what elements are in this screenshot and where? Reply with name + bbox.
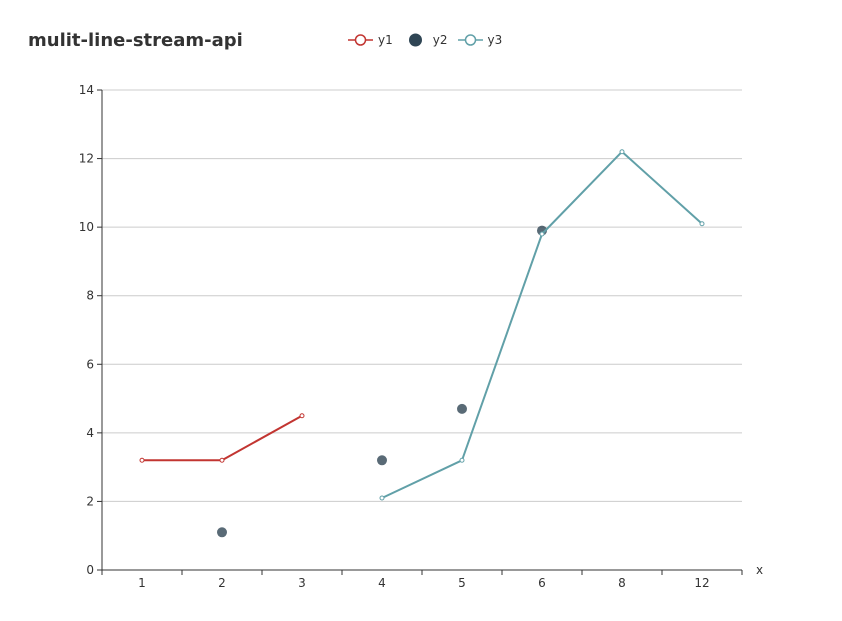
legend-label-y2: y2 (432, 33, 448, 47)
series-y3-point (699, 221, 705, 227)
legend-item-y1[interactable]: y1 (348, 33, 393, 47)
y-tick-label: 2 (86, 494, 94, 508)
y-tick-label: 0 (86, 563, 94, 577)
y-tick-label: 10 (79, 220, 94, 234)
legend-line-circle-icon (457, 34, 483, 46)
legend: y1 y2 y3 (348, 33, 512, 47)
series-y3-point (379, 495, 385, 501)
x-tick-label: 5 (458, 576, 466, 590)
x-tick-label: 12 (694, 576, 709, 590)
y-tick-label: 12 (79, 152, 94, 166)
x-tick-label: 3 (298, 576, 306, 590)
series-y2-point (377, 455, 387, 466)
x-tick-label: 2 (218, 576, 226, 590)
legend-label-y1: y1 (378, 33, 393, 47)
legend-filled-circle-icon (408, 33, 422, 47)
legend-line-circle-icon (348, 34, 373, 46)
series-y1-point (299, 413, 305, 419)
series-y2-point (537, 225, 547, 236)
chart-title: mulit-line-stream-api (28, 30, 243, 51)
series-y2-point (457, 403, 467, 414)
series-y3-point (459, 457, 465, 463)
x-tick-label: 4 (378, 576, 386, 590)
legend-item-y3[interactable]: y3 (457, 33, 503, 47)
legend-label-y3: y3 (487, 33, 503, 47)
y-tick-label: 6 (86, 357, 94, 371)
x-tick-label: 6 (538, 576, 546, 590)
series-y3-point (539, 231, 545, 237)
x-tick-label: 1 (138, 576, 146, 590)
y-tick-label: 4 (86, 426, 94, 440)
series-y1-point (139, 457, 145, 463)
x-axis-label: x (756, 563, 763, 577)
series-y2-point (217, 527, 227, 538)
y-tick-label: 8 (86, 289, 94, 303)
y-tick-label: 14 (79, 83, 94, 97)
x-tick-label: 8 (618, 576, 626, 590)
series-y3-line (381, 150, 703, 499)
series-y3-point (619, 149, 625, 155)
legend-item-y2[interactable]: y2 (403, 33, 448, 47)
series-y1-point (219, 457, 225, 463)
series-y1-line (142, 414, 303, 462)
